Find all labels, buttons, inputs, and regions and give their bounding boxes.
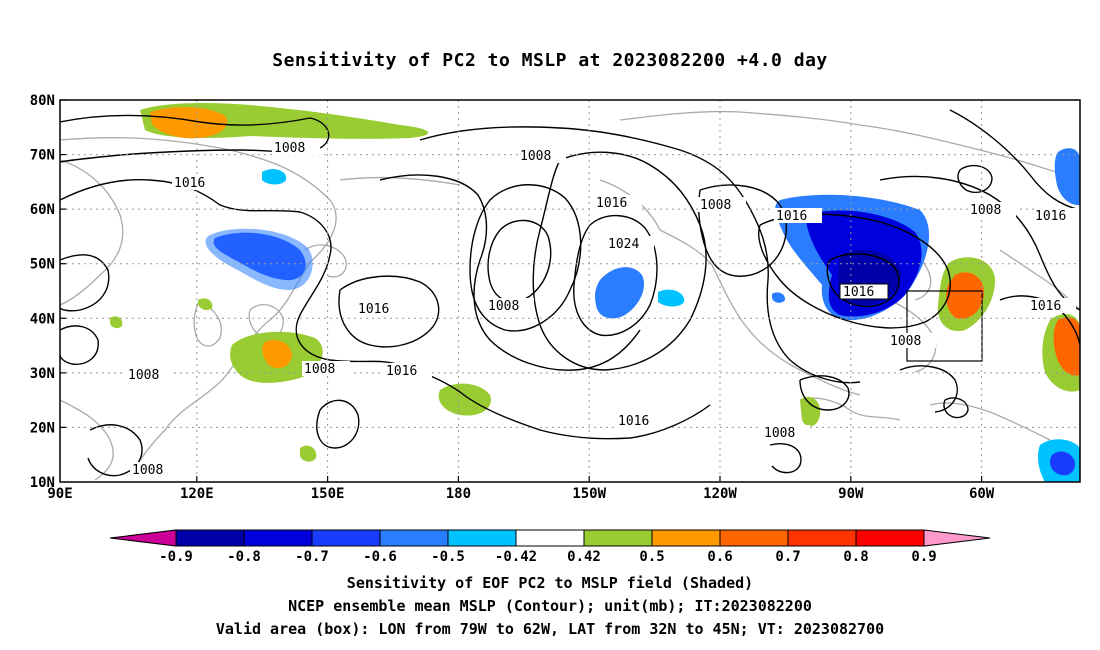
- caption-line-2: NCEP ensemble mean MSLP (Contour); unit(…: [288, 597, 812, 615]
- lon-axis-labels: 90E 120E 150E 180 150W 120W 90W 60W: [47, 486, 994, 502]
- shade-cyan-east-upper: [1054, 148, 1080, 206]
- shade-orange-atlantic: [946, 272, 985, 319]
- mslp-contours: [60, 109, 1080, 477]
- colorbar-label: -0.8: [227, 549, 261, 565]
- contour-label: 1016: [776, 209, 807, 224]
- lat-tick-label: 50N: [30, 257, 55, 273]
- shade-blue-small-1: [772, 292, 786, 303]
- lon-tick-label: 120E: [180, 486, 214, 502]
- contour-label: 1008: [764, 426, 795, 441]
- colorbar-cap-high: [923, 529, 991, 547]
- colorbar-label: 0.42: [567, 549, 601, 565]
- colorbar-label: 0.7: [775, 549, 800, 565]
- shade-blue-pacific: [595, 267, 645, 319]
- contour-label: 1008: [970, 203, 1001, 218]
- lon-tick-label: 180: [446, 486, 471, 502]
- colorbar-label: -0.5: [431, 549, 465, 565]
- map-title: Sensitivity of PC2 to MSLP at 2023082200…: [272, 50, 828, 71]
- lat-tick-label: 80N: [30, 93, 55, 109]
- colorbar-label: 0.5: [639, 549, 664, 565]
- colorbar-segment: [175, 529, 245, 547]
- contour-label: 1008: [132, 463, 163, 478]
- contour-label: 1024: [608, 237, 639, 252]
- colorbar-segment: [787, 529, 857, 547]
- shade-green-small-1: [198, 298, 213, 311]
- lon-tick-label: 150E: [311, 486, 345, 502]
- colorbar-segment: [583, 529, 653, 547]
- lat-tick-label: 40N: [30, 311, 55, 327]
- contour-label: 1016: [1030, 299, 1061, 314]
- caption-line-3: Valid area (box): LON from 79W to 62W, L…: [215, 620, 885, 638]
- contour-label: 1008: [274, 141, 305, 156]
- colorbar-label: 0.9: [911, 549, 936, 565]
- axis-ticks: [60, 99, 983, 482]
- shade-orange-siberia: [150, 107, 228, 139]
- shade-green-gulf: [800, 396, 821, 427]
- lon-tick-label: 120W: [703, 486, 737, 502]
- map-frame: [59, 99, 1081, 483]
- caption-line-1: Sensitivity of EOF PC2 to MSLP field (Sh…: [346, 574, 754, 592]
- shade-orange-china: [262, 339, 292, 369]
- contour-label: 1008: [890, 334, 921, 349]
- coastlines: [60, 110, 1080, 481]
- shade-lightblue-japan: [205, 228, 313, 290]
- colorbar: -0.9 -0.8 -0.7 -0.6 -0.5 -0.42 0.42 0.5 0.6 0.7 0.…: [109, 529, 991, 565]
- valid-area-box: [906, 290, 983, 362]
- shade-orange-east: [1053, 317, 1080, 376]
- lon-tick-label: 60W: [969, 486, 995, 502]
- shade-green-small-2: [110, 316, 123, 329]
- contour-label: 1016: [843, 285, 874, 300]
- colorbar-segment: [855, 529, 925, 547]
- colorbar-label: -0.7: [295, 549, 329, 565]
- contour-label: 1016: [618, 414, 649, 429]
- contour-label: 1008: [700, 198, 731, 213]
- lat-tick-label: 20N: [30, 420, 55, 436]
- lat-axis-labels: 80N 70N 60N 50N 40N 30N 20N 10N: [30, 93, 55, 491]
- lat-tick-label: 30N: [30, 366, 55, 382]
- contour-label: 1008: [520, 149, 551, 164]
- contour-label: 1016: [386, 364, 417, 379]
- shade-blue-east-lower: [1050, 451, 1076, 476]
- contour-label: 1016: [596, 196, 627, 211]
- colorbar-segment: [447, 529, 517, 547]
- contour-labels: 1008 1016 1008 1016 1024 1008 1008 1016 …: [126, 140, 1080, 478]
- lon-tick-label: 90W: [838, 486, 864, 502]
- contour-label: 1008: [488, 299, 519, 314]
- sensitivity-shading: [110, 103, 1080, 482]
- shade-cyan-siberia: [262, 169, 287, 185]
- contour-label: 1008: [304, 362, 335, 377]
- colorbar-label: -0.6: [363, 549, 397, 565]
- lat-tick-label: 70N: [30, 148, 55, 164]
- shade-green-small-3: [300, 445, 317, 462]
- colorbar-label: -0.9: [159, 549, 193, 565]
- colorbar-segment: [515, 529, 585, 547]
- colorbar-label: -0.42: [495, 549, 537, 565]
- shade-cyan-pacific: [658, 289, 685, 307]
- lon-tick-label: 90E: [47, 486, 72, 502]
- contour-label: 1016: [358, 302, 389, 317]
- gridlines: [60, 100, 1080, 482]
- colorbar-segment: [311, 529, 381, 547]
- colorbar-cap-low: [109, 529, 177, 547]
- shade-green-pacific: [438, 383, 491, 416]
- colorbar-segment: [243, 529, 313, 547]
- contour-label: 1016: [174, 176, 205, 191]
- lat-tick-label: 60N: [30, 202, 55, 218]
- colorbar-segment: [651, 529, 721, 547]
- colorbar-segment: [379, 529, 449, 547]
- contour-label: 1008: [128, 368, 159, 383]
- colorbar-segment: [719, 529, 789, 547]
- colorbar-label: 0.8: [843, 549, 868, 565]
- colorbar-label: 0.6: [707, 549, 732, 565]
- lat-tick-label: 10N: [30, 475, 55, 491]
- contour-label: 1016: [1035, 209, 1066, 224]
- lon-tick-label: 150W: [572, 486, 606, 502]
